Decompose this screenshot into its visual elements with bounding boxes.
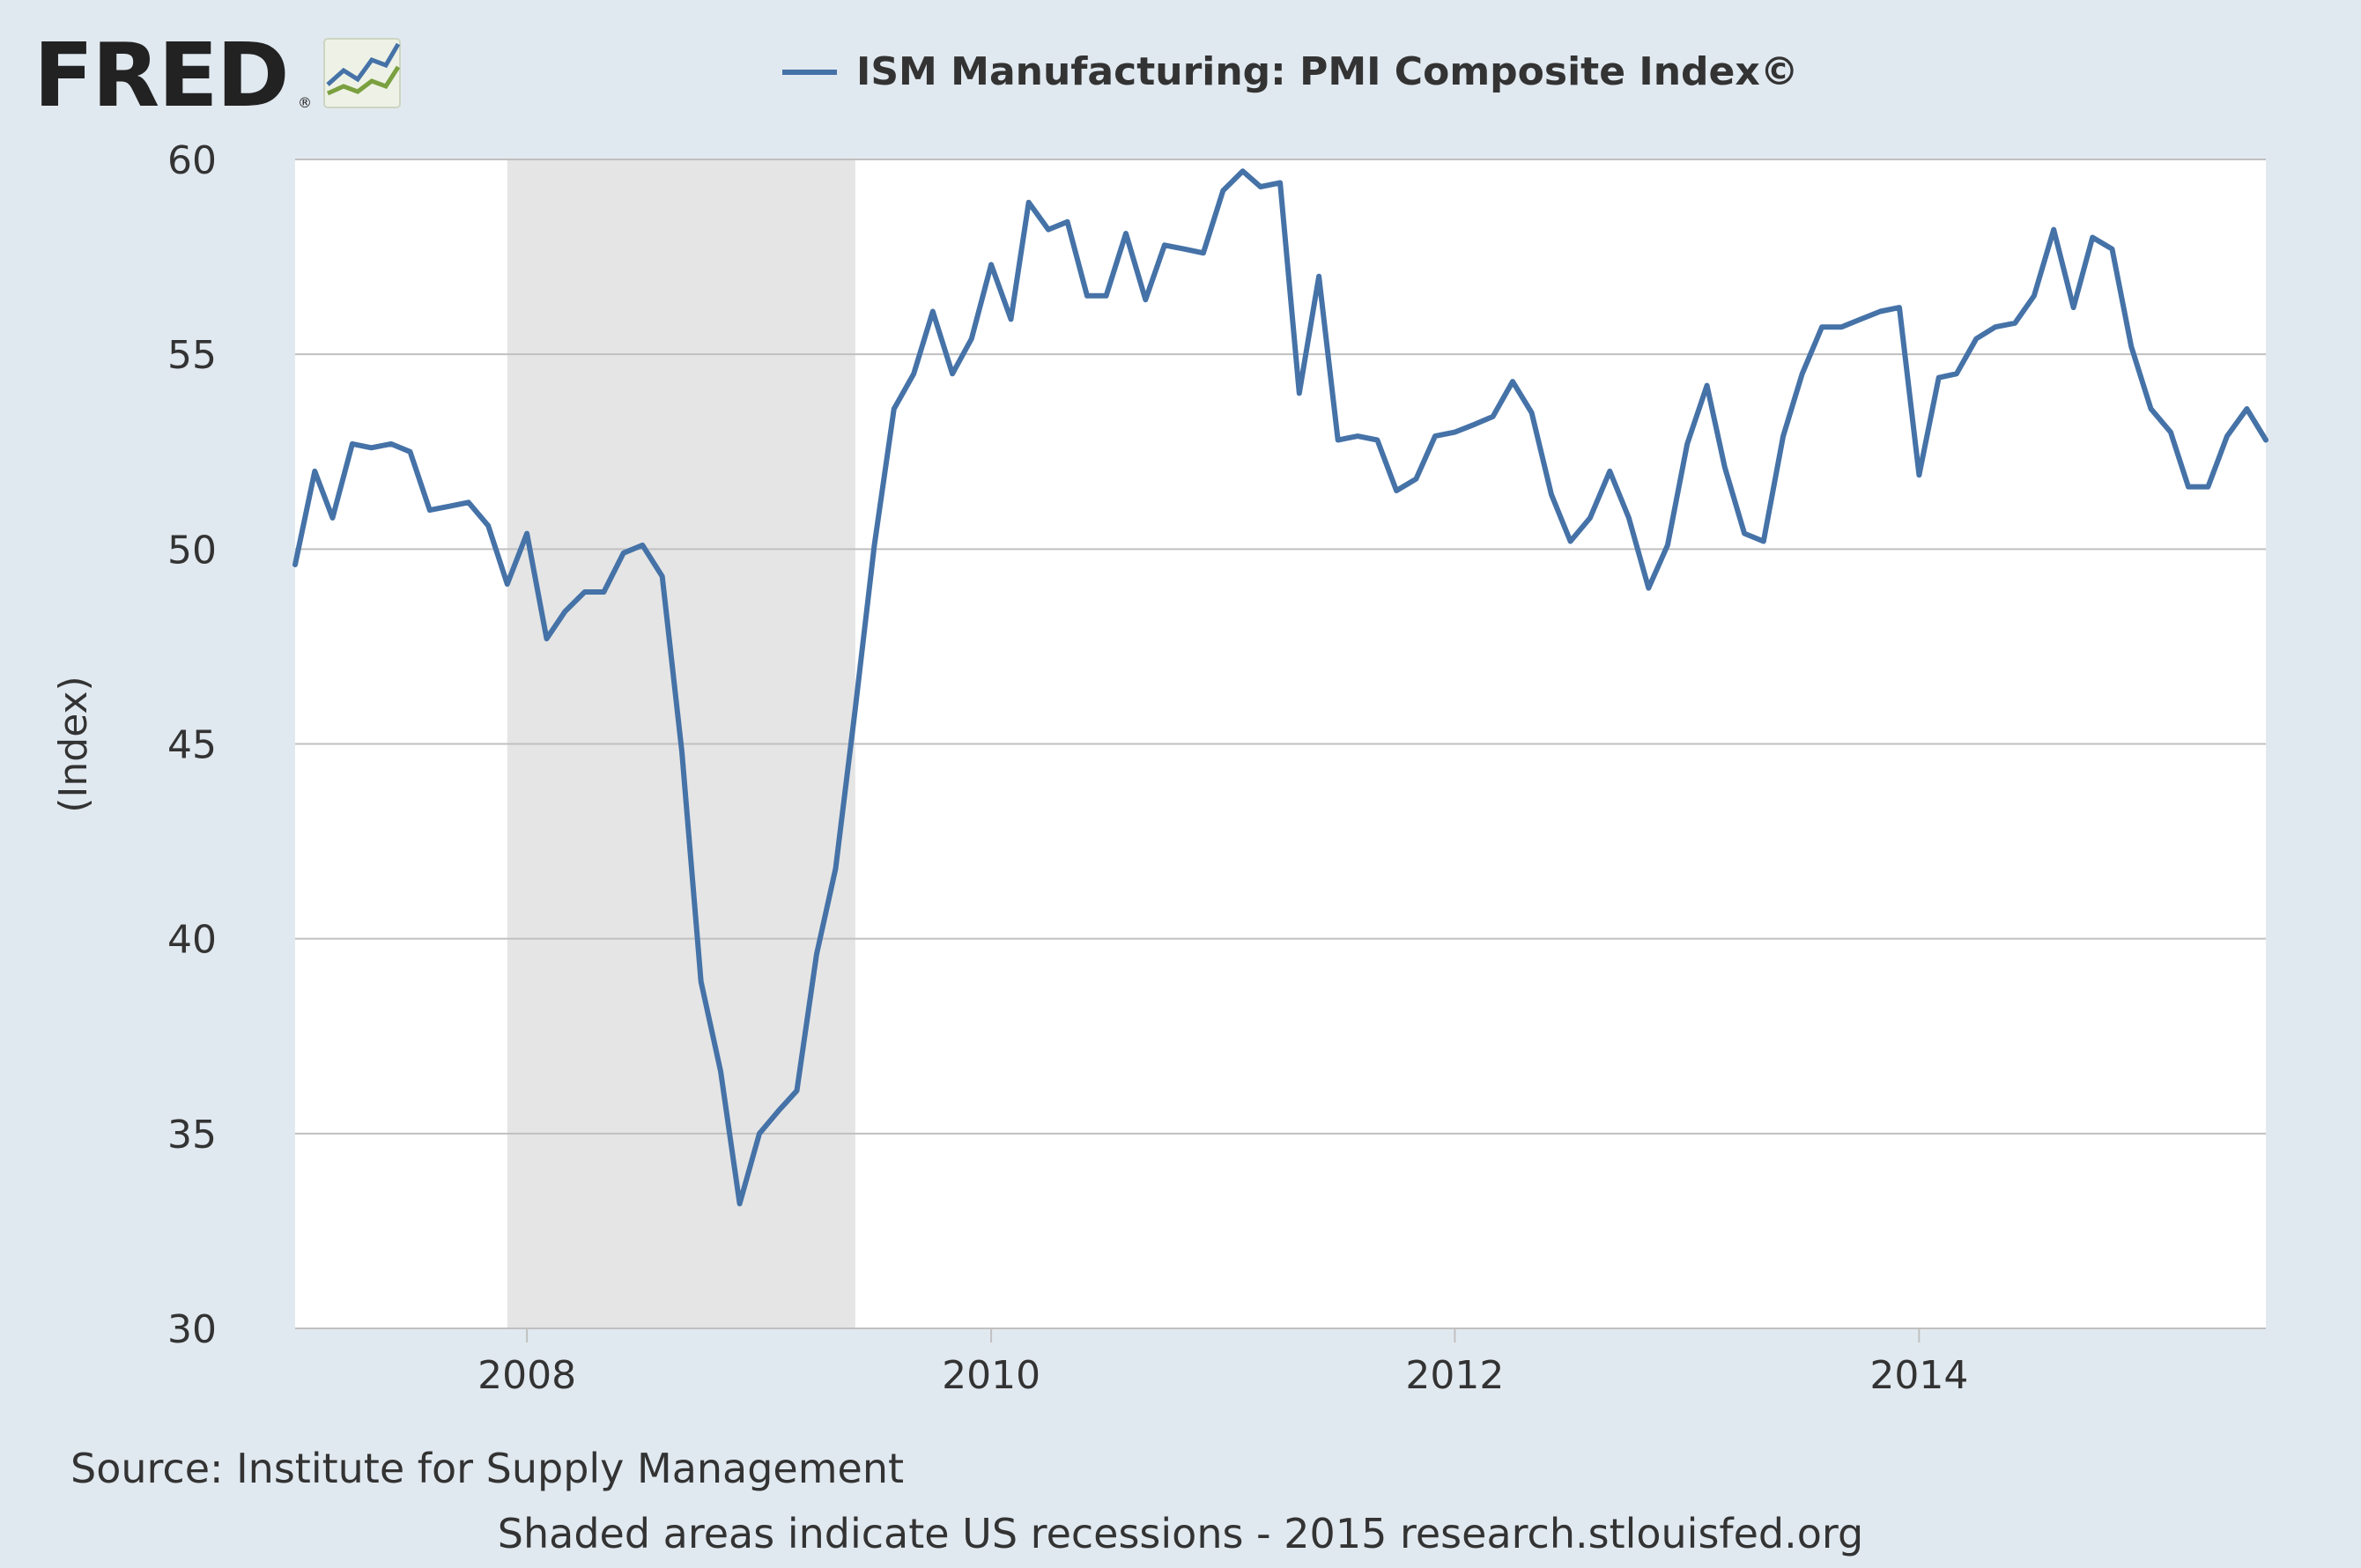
y-tick-label-30: 30 (167, 1307, 217, 1352)
series-layer[interactable] (292, 168, 2268, 1207)
source-note: Source: Institute for Supply Management (70, 1445, 904, 1492)
fred-logo[interactable]: FRED ® (33, 24, 401, 127)
legend-label: ISM Manufacturing: PMI Composite Index© (856, 49, 1799, 94)
chart-legend[interactable]: ISM Manufacturing: PMI Composite Index© (782, 49, 1799, 94)
recession-footnote: Shaded areas indicate US recessions - 20… (498, 1510, 1863, 1557)
y-tick-label-40: 40 (167, 918, 217, 963)
y-tick-label-50: 50 (167, 528, 217, 573)
y-axis-label: (Index) (51, 676, 96, 812)
x-tick-label-2010: 2010 (942, 1353, 1040, 1398)
y-tick-label-55: 55 (167, 333, 217, 378)
series-line-0[interactable] (292, 168, 2268, 1207)
x-tick-label-2012: 2012 (1405, 1353, 1504, 1398)
x-tick-label-2008: 2008 (477, 1353, 576, 1398)
chart-trend-icon (323, 38, 401, 108)
y-axis-tick-labels: 30 35 40 45 50 55 60 (167, 138, 217, 1352)
horizontal-gridlines (295, 159, 2266, 1135)
fred-logo-text: FRED (33, 24, 288, 127)
x-tick-label-2014: 2014 (1869, 1353, 1968, 1398)
y-tick-label-45: 45 (167, 723, 217, 768)
x-axis-tick-labels: 2008 2010 2012 2014 (477, 1328, 1968, 1398)
y-tick-label-35: 35 (167, 1113, 217, 1158)
y-tick-label-60: 60 (167, 138, 217, 183)
fred-logo-registered-mark: ® (298, 94, 312, 111)
